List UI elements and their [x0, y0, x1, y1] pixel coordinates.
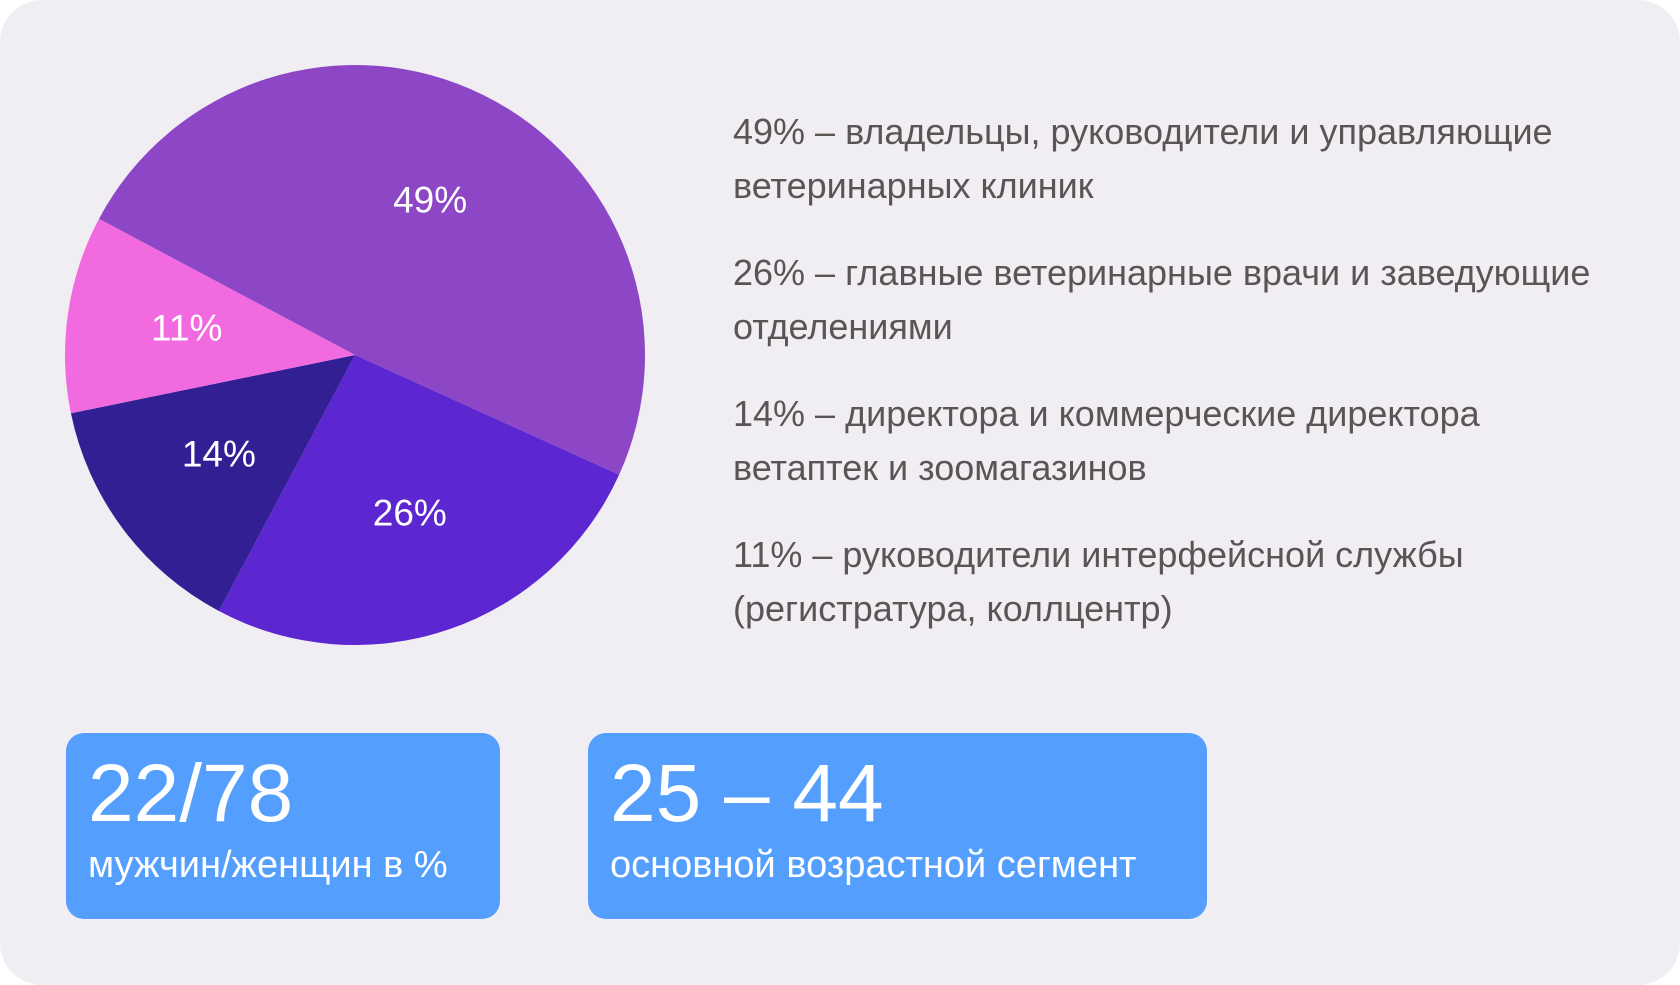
stat-value-age: 25 – 44	[610, 748, 884, 839]
stat-caption-age: основной возрастной сегмент	[610, 844, 1137, 886]
stat-caption-gender: мужчин/женщин в %	[88, 844, 448, 886]
pie-slice-49	[98, 65, 645, 475]
stat-card-gender: 22/78 мужчин/женщин в %	[66, 733, 500, 919]
legend-item-front-desk: 11% – руководители интерфейсной службы (…	[733, 534, 1464, 629]
pie-label-14: 14%	[182, 434, 256, 475]
pie-label-26: 26%	[373, 493, 447, 534]
pie-slice-26	[218, 355, 620, 645]
pie-label-49: 49%	[393, 179, 467, 220]
pie-legend: 49% – владельцы, руководители и управляю…	[733, 105, 1613, 669]
legend-item-directors: 14% – директора и коммерческие директора…	[733, 393, 1480, 488]
pie-slice-14	[70, 355, 356, 612]
legend-item-owners: 49% – владельцы, руководители и управляю…	[733, 111, 1553, 206]
pie-label-11: 11%	[151, 308, 222, 349]
pie-slice-11	[64, 218, 355, 414]
stat-value-gender: 22/78	[88, 748, 294, 839]
stat-card-age: 25 – 44 основной возрастной сегмент	[588, 733, 1207, 919]
pie-chart: 49% 26% 14% 11%	[64, 65, 645, 645]
legend-item-chief-vets: 26% – главные ветеринарные врачи и завед…	[733, 252, 1591, 347]
